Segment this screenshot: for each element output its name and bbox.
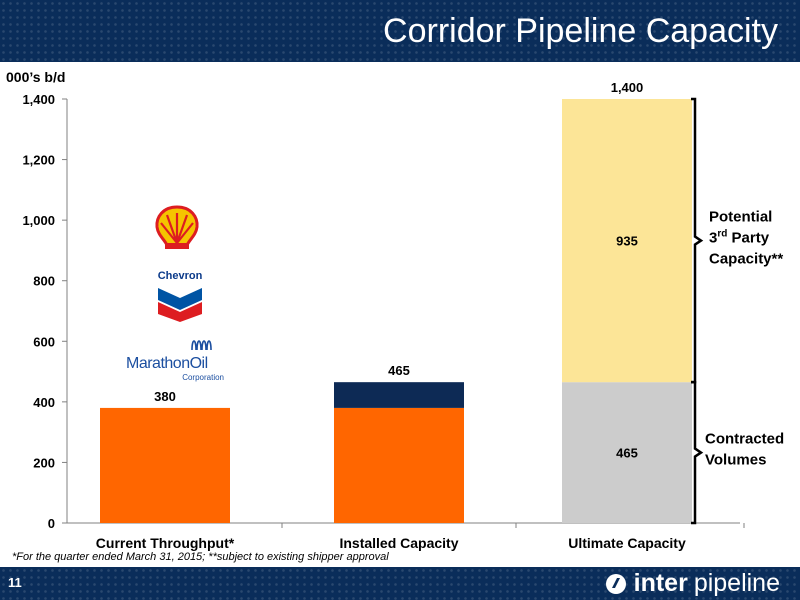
segment-label: 935 — [616, 234, 638, 249]
x-category-label: Installed Capacity — [339, 535, 458, 551]
shell-logo — [153, 205, 201, 251]
segment-label: 465 — [616, 446, 638, 461]
footnote: *For the quarter ended March 31, 2015; *… — [12, 551, 389, 563]
bar-total-label: 380 — [154, 389, 176, 404]
y-tick-label: 600 — [33, 334, 55, 349]
brand-name-light: pipeline — [693, 569, 780, 597]
capacity-bar-chart: 000’s b/d 0 200 400 600 800 1,000 1,200 1,400 380… — [6, 69, 784, 551]
bar-total-label: 1,400 — [611, 80, 644, 95]
y-tick-label: 1,000 — [22, 213, 55, 228]
bar-segment — [334, 382, 464, 408]
bar-segment — [562, 99, 692, 383]
bar-segment — [334, 407, 464, 523]
y-axis-label: 000’s b/d — [6, 69, 65, 85]
y-tick-label: 1,400 — [22, 92, 55, 107]
brand-name-bold: inter — [633, 569, 688, 597]
bar-segment — [562, 382, 692, 523]
chevron-emblem-icon — [158, 288, 202, 322]
y-tick-label: 0 — [48, 516, 55, 531]
slide-number: 11 — [8, 575, 22, 590]
footer-bar: 11 inter pipeline — [0, 567, 800, 600]
bar-segment — [100, 407, 230, 523]
slide-title: Corridor Pipeline Capacity — [383, 12, 778, 50]
y-tick-label: 1,200 — [22, 153, 55, 168]
x-category-label: Current Throughput* — [96, 535, 235, 551]
potential-capacity-brace — [691, 97, 704, 384]
y-tick-label: 800 — [33, 274, 55, 289]
inter-pipeline-icon — [605, 573, 626, 594]
marathon-logo-text: MarathonOil — [126, 355, 208, 372]
x-category-label: Ultimate Capacity — [568, 535, 686, 551]
marathon-logo-subtext: Corporation — [182, 373, 224, 382]
y-tick-label: 400 — [33, 395, 55, 410]
contracted-volumes-brace — [691, 380, 704, 525]
inter-pipeline-logo: inter pipeline — [605, 569, 780, 598]
title-banner: Corridor Pipeline Capacity — [0, 0, 800, 62]
annotation-potential-line1: Potential — [709, 209, 772, 226]
annotation-potential-line2: 3rd Party — [709, 229, 770, 247]
marathon-oil-logo: MarathonOil Corporation — [126, 334, 226, 382]
marathon-wave-icon — [191, 340, 212, 351]
annotation-contracted-line1: Contracted — [705, 431, 784, 448]
annotation-contracted-line2: Volumes — [705, 452, 766, 469]
chevron-logo-text: Chevron — [157, 270, 203, 282]
bar-total-label: 465 — [388, 363, 410, 378]
chevron-logo: Chevron — [152, 270, 208, 324]
annotation-potential-line3: Capacity** — [709, 251, 783, 268]
y-tick-label: 200 — [33, 455, 55, 470]
